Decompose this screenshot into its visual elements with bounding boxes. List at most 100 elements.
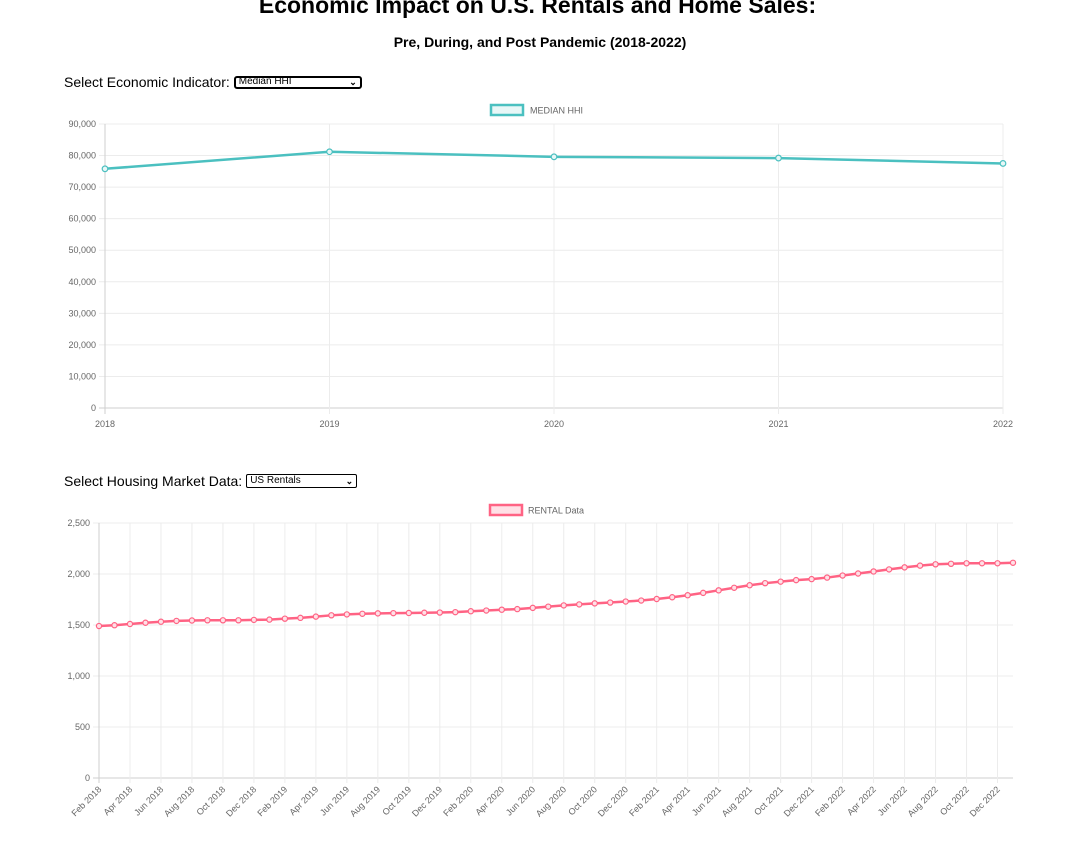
rental-data-point <box>157 618 165 625</box>
economic-indicator-value: Median HHI <box>238 76 292 87</box>
rental-data-point <box>188 617 196 624</box>
rental-data-point <box>281 615 289 622</box>
rental-data-point <box>421 609 428 616</box>
economic-indicator-select[interactable]: Median HHI ⌄ <box>233 75 362 89</box>
x-tick-label: Oct 2021 <box>752 784 785 817</box>
housing-market-control: Select Housing Market Data: US Rentals ⌄ <box>64 473 358 489</box>
chevron-down-icon: ⌄ <box>345 476 354 486</box>
rental-data-point <box>932 561 939 568</box>
x-tick-label: Aug 2021 <box>720 784 754 818</box>
rental-data-point <box>560 602 567 609</box>
rental-data-point <box>359 610 366 617</box>
x-tick-label: Apr 2020 <box>473 784 506 817</box>
legend-label: RENTAL Data <box>528 506 584 516</box>
x-tick-label: Apr 2018 <box>101 784 134 817</box>
chevron-down-icon: ⌄ <box>349 77 357 87</box>
rental-data-point <box>436 609 444 616</box>
rental-data-point <box>607 599 614 606</box>
rental-data-point <box>963 560 970 567</box>
rental-data-point <box>250 616 258 624</box>
x-tick-label: Jun 2020 <box>504 784 537 817</box>
median-hhi-chart: 0 10,000 20,000 30,000 40,000 50,000 60,000 70,… <box>68 103 1013 429</box>
x-tick-label: Aug 2018 <box>162 784 196 818</box>
rental-data-point <box>761 579 769 587</box>
rental-data-point <box>266 616 273 623</box>
rental-data-point <box>297 614 304 622</box>
y-tick-label: 0 <box>91 403 96 413</box>
rental-data-point <box>901 564 908 571</box>
rental-data-point <box>715 587 722 594</box>
y-tick-label: 10,000 <box>68 371 96 381</box>
x-tick-label: Jun 2022 <box>876 784 909 817</box>
x-tick-label: 2021 <box>768 419 788 429</box>
rental-data-point <box>823 574 831 581</box>
x-tick-label: 2022 <box>993 419 1013 429</box>
economic-indicator-control: Select Economic Indicator: Median HHI ⌄ <box>64 74 362 90</box>
median-hhi-data-point <box>326 148 333 156</box>
median-hhi-data-point <box>999 160 1007 167</box>
housing-market-select[interactable]: US Rentals ⌄ <box>246 474 358 488</box>
rental-data-point <box>622 598 629 605</box>
rental-data-point <box>328 612 335 619</box>
economic-indicator-label: Select Economic Indicator: <box>64 74 230 90</box>
rental-data-point <box>498 606 505 613</box>
legend-swatch <box>489 103 525 117</box>
rental-data-point <box>699 589 707 597</box>
rental-data-point <box>142 619 149 626</box>
rental-data-point <box>312 613 320 620</box>
x-tick-label: Oct 2019 <box>380 784 413 817</box>
median-hhi-data-point <box>550 153 558 161</box>
rental-data-point <box>173 617 180 625</box>
x-tick-label: 2018 <box>95 419 115 429</box>
rental-data-point <box>792 576 800 584</box>
x-tick-label: Oct 2018 <box>194 784 227 817</box>
x-tick-label: Feb 2022 <box>813 784 847 818</box>
rental-data-point <box>684 592 691 599</box>
y-tick-label: 500 <box>75 722 90 732</box>
y-tick-label: 40,000 <box>68 277 96 287</box>
rental-data-point <box>529 604 536 612</box>
x-tick-label: Feb 2019 <box>255 784 289 818</box>
y-tick-label: 0 <box>85 773 90 783</box>
rental-data-point <box>1009 559 1017 566</box>
rental-data-point <box>978 560 986 567</box>
rental-data-point <box>374 610 382 617</box>
rental-data-point <box>343 611 351 618</box>
y-tick-label: 20,000 <box>68 340 96 350</box>
rental-data-point <box>545 603 552 610</box>
x-tick-label: Feb 2020 <box>441 784 475 818</box>
rental-data-point <box>808 575 815 583</box>
x-tick-label: 2019 <box>319 419 339 429</box>
x-tick-label: Dec 2021 <box>782 784 816 818</box>
rental-data-point <box>638 597 645 604</box>
rental-data-point <box>390 609 397 617</box>
median-hhi-data-point <box>775 154 782 162</box>
y-tick-label: 70,000 <box>68 182 96 192</box>
rental-data-point <box>576 601 583 608</box>
rental-data-point <box>405 609 413 617</box>
rental-data-point <box>854 570 862 577</box>
y-tick-label: 80,000 <box>68 151 96 161</box>
x-tick-label: Jun 2018 <box>132 784 165 817</box>
rental-data-point <box>111 622 118 629</box>
rental-data-point <box>885 566 893 573</box>
housing-market-value: US Rentals <box>250 475 301 486</box>
rental-data-point <box>668 594 676 601</box>
x-tick-label: Oct 2022 <box>938 784 971 817</box>
housing-market-label: Select Housing Market Data: <box>64 473 243 489</box>
rental-data-point <box>994 560 1001 567</box>
x-tick-label: Dec 2019 <box>410 784 444 818</box>
rental-data-point <box>916 562 924 569</box>
y-tick-label: 30,000 <box>68 308 96 318</box>
x-tick-label: Oct 2020 <box>566 784 599 817</box>
x-tick-label: Feb 2018 <box>69 784 103 818</box>
rental-data-point <box>219 617 227 624</box>
rental-data-point <box>730 584 738 591</box>
x-tick-label: Apr 2022 <box>845 784 878 817</box>
x-tick-label: Jun 2019 <box>318 784 351 817</box>
y-tick-label: 2,500 <box>67 518 90 528</box>
page-title: Economic Impact on U.S. Rentals and Home… <box>258 0 817 18</box>
rental-data-point <box>947 560 955 568</box>
